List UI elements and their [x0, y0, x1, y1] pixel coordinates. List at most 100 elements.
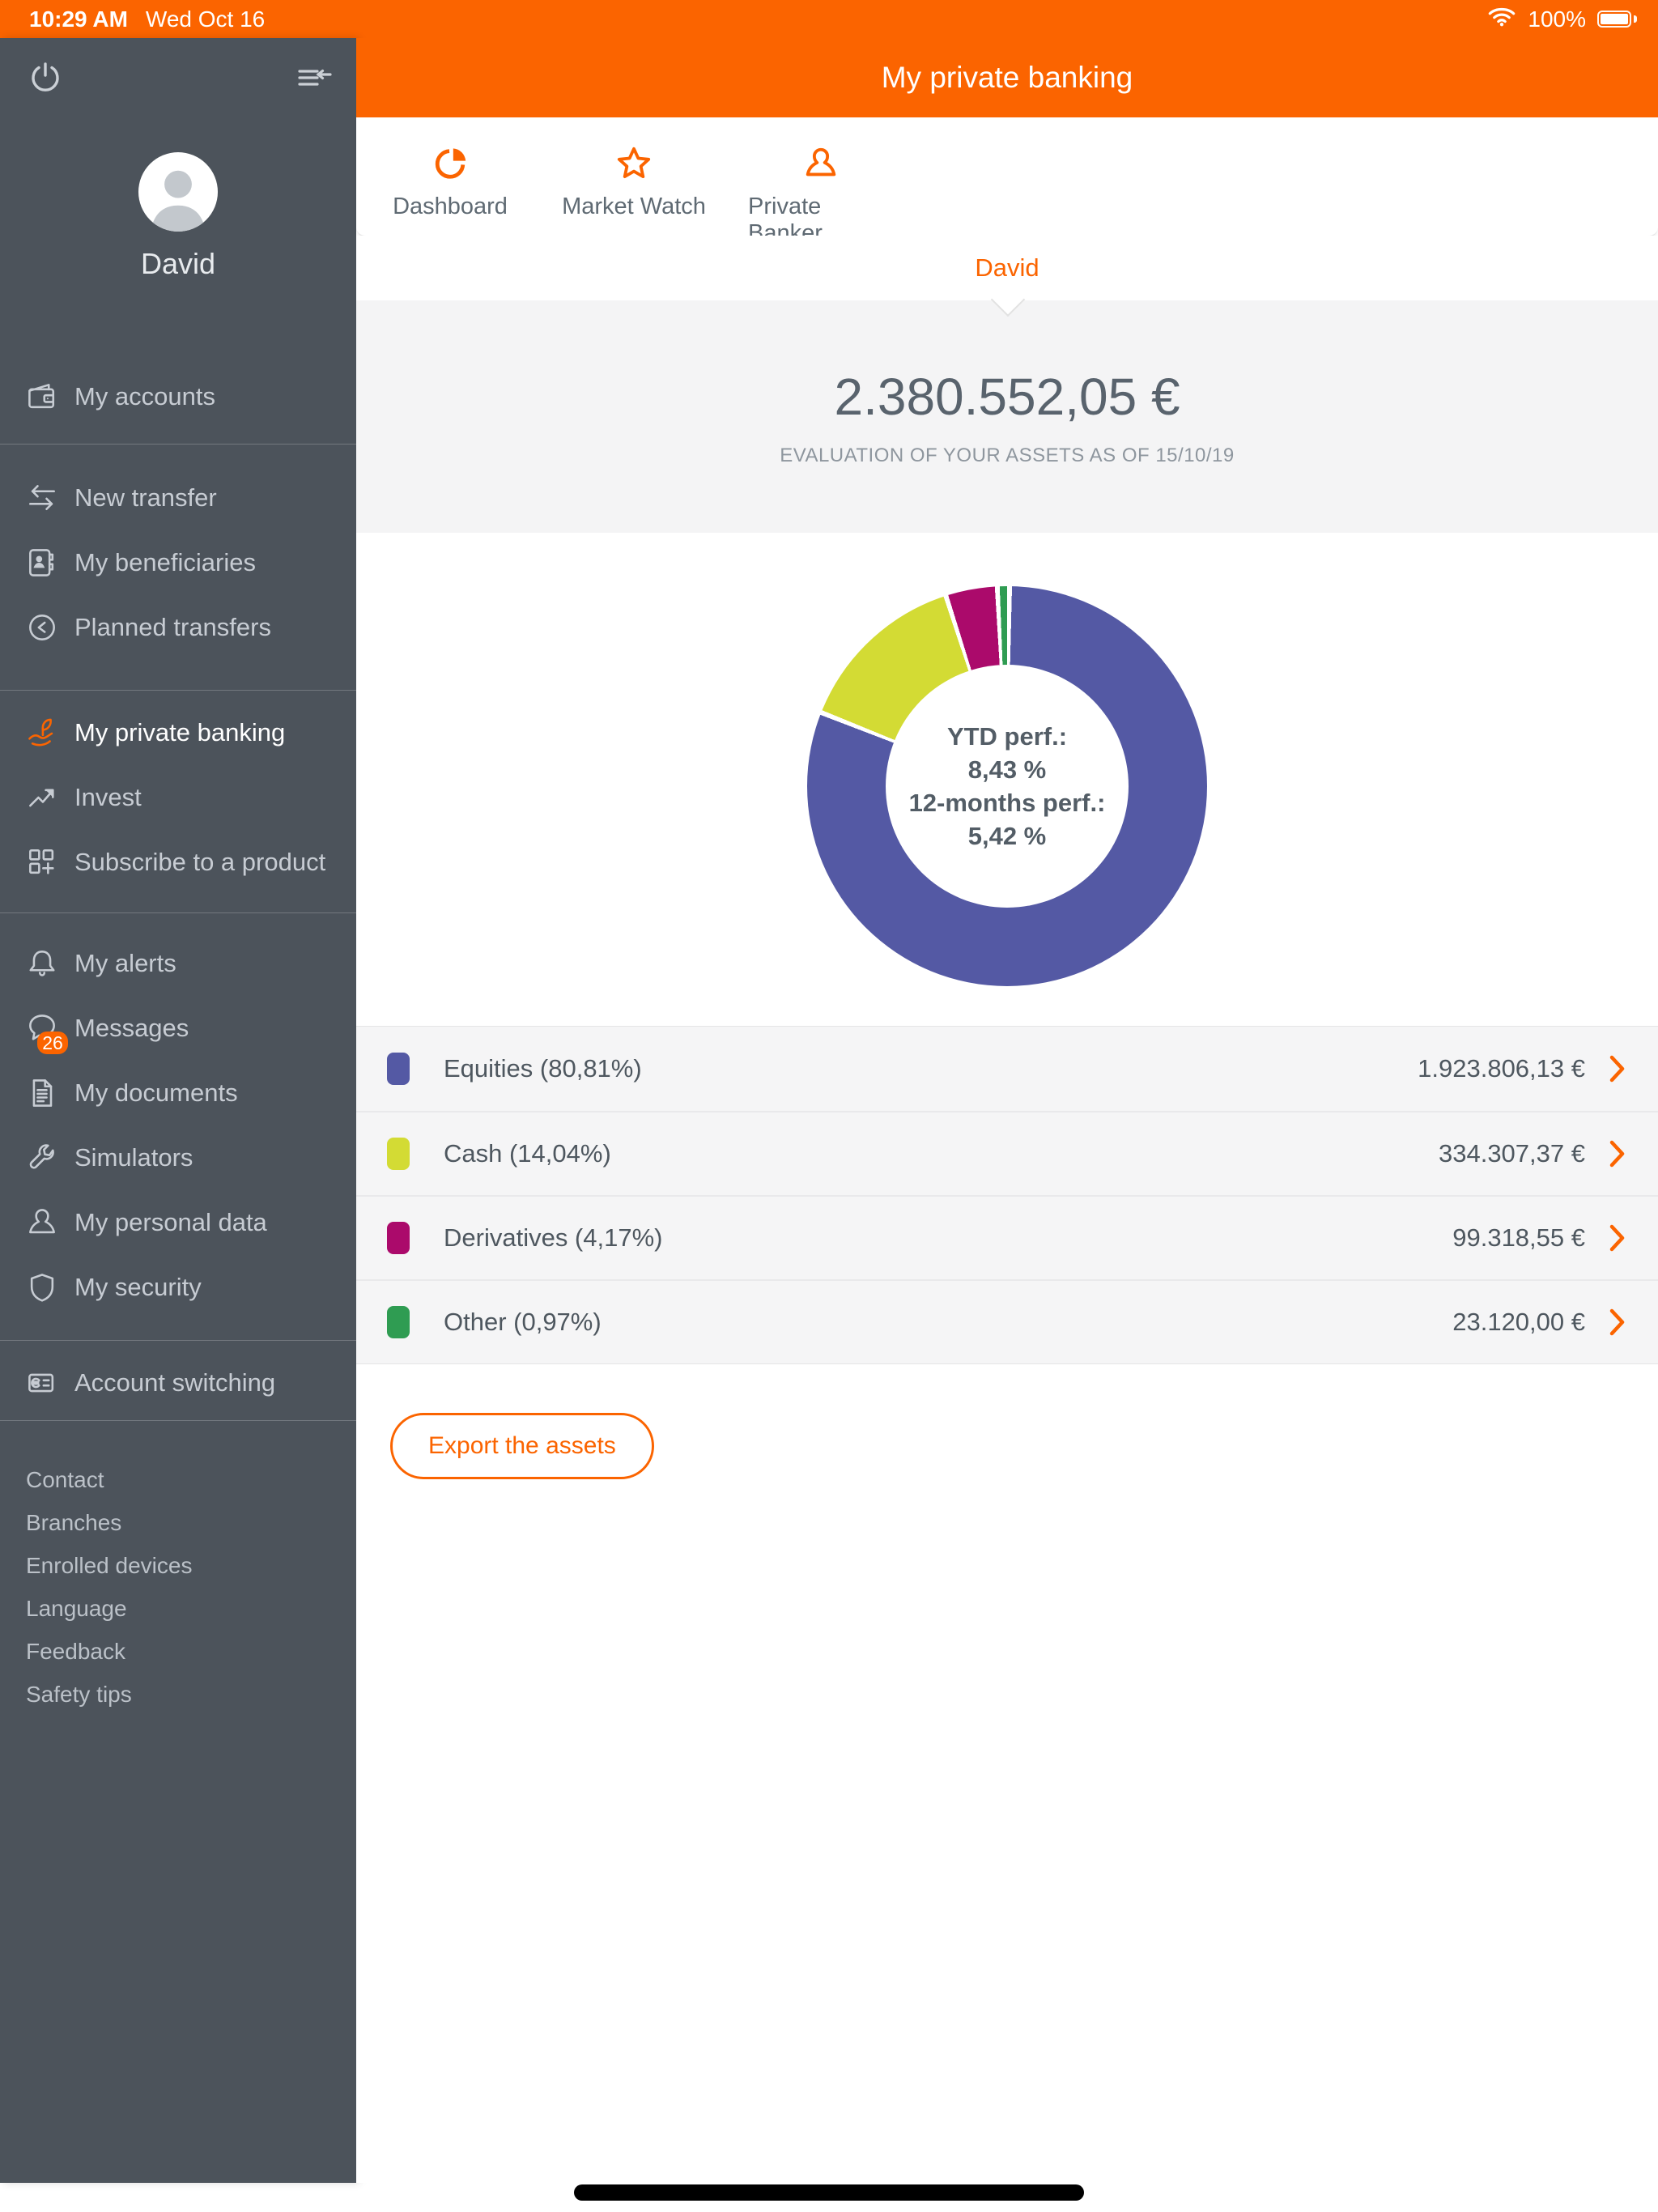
tab-label: Dashboard	[393, 194, 508, 219]
asset-label: Equities (80,81%)	[444, 1054, 642, 1083]
chevron-right-icon	[1609, 1140, 1626, 1168]
profile-tab-david[interactable]: David	[975, 253, 1039, 282]
battery-nub	[1634, 15, 1637, 23]
footer-link-contact[interactable]: Contact	[26, 1466, 104, 1492]
sidebar-item-subscribe-to-a-product[interactable]: Subscribe to a product	[0, 830, 356, 895]
status-time: 10:29 AM	[29, 6, 128, 32]
donut-chart[interactable]: YTD perf.: 8,43 % 12-months perf.: 5,42 …	[807, 586, 1207, 986]
asset-label: Other (0,97%)	[444, 1308, 602, 1336]
assets-summary-band: 2.380.552,05 € EVALUATION OF YOUR ASSETS…	[356, 300, 1658, 533]
footer-link-branches[interactable]: Branches	[26, 1509, 122, 1535]
asset-list: Equities (80,81%) 1.923.806,13 € Cash (1…	[356, 1026, 1658, 1364]
sidebar-item-planned-transfers[interactable]: Planned transfers	[0, 595, 356, 660]
chat-bubble-icon: 26	[24, 1010, 68, 1054]
tab-market-watch[interactable]: Market Watch	[561, 145, 707, 220]
chevron-right-icon	[1609, 1224, 1626, 1252]
sidebar-item-label: Planned transfers	[74, 613, 271, 641]
sidebar-item-label: New transfer	[74, 483, 217, 512]
sidebar-item-my-beneficiaries[interactable]: My beneficiaries	[0, 530, 356, 595]
status-date: Wed Oct 16	[145, 6, 266, 32]
shield-icon	[24, 1270, 60, 1305]
footer-link-language[interactable]: Language	[26, 1595, 127, 1621]
sidebar: David My accounts	[0, 38, 356, 2183]
cash-color-swatch	[387, 1138, 410, 1170]
tab-private-banker[interactable]: Private Banker	[748, 145, 894, 247]
sidebar-item-label: My documents	[74, 1078, 238, 1107]
transfer-arrows-icon	[24, 480, 60, 516]
footer-link-enrolled-devices[interactable]: Enrolled devices	[26, 1552, 193, 1578]
sidebar-item-my-documents[interactable]: My documents	[0, 1061, 356, 1125]
sidebar-item-label: My security	[74, 1273, 202, 1301]
app-header: My private banking	[356, 38, 1658, 117]
sidebar-item-my-personal-data[interactable]: My personal data	[0, 1190, 356, 1255]
chevron-right-icon	[1609, 1055, 1626, 1083]
asset-value: 23.120,00 €	[1452, 1308, 1585, 1336]
asset-row-cash[interactable]: Cash (14,04%) 334.307,37 €	[356, 1111, 1658, 1195]
sidebar-item-label: Simulators	[74, 1143, 193, 1172]
sprout-hand-icon	[24, 715, 60, 751]
home-indicator[interactable]	[574, 2184, 1084, 2201]
sidebar-item-my-security[interactable]: My security	[0, 1255, 356, 1320]
sidebar-item-label: My personal data	[74, 1208, 267, 1236]
tab-label: Market Watch	[562, 194, 706, 219]
sidebar-divider	[0, 912, 356, 913]
sidebar-divider	[0, 690, 356, 691]
asset-value: 1.923.806,13 €	[1418, 1054, 1585, 1083]
asset-row-other[interactable]: Other (0,97%) 23.120,00 €	[356, 1279, 1658, 1363]
sidebar-divider	[0, 1420, 356, 1421]
asset-value: 334.307,37 €	[1438, 1139, 1585, 1168]
page-title: My private banking	[881, 61, 1133, 94]
asset-label: Derivatives (4,17%)	[444, 1223, 663, 1252]
collapse-menu-icon[interactable]	[295, 62, 334, 101]
card-euro-icon	[24, 1365, 60, 1401]
total-assets-value: 2.380.552,05 €	[834, 367, 1180, 426]
bell-icon	[24, 946, 60, 981]
battery-icon	[1597, 11, 1631, 28]
allocation-chart-section: YTD perf.: 8,43 % 12-months perf.: 5,42 …	[356, 533, 1658, 1026]
wallet-icon	[24, 379, 60, 415]
tab-dashboard[interactable]: Dashboard	[377, 145, 523, 220]
sidebar-item-my-private-banking[interactable]: My private banking	[0, 700, 356, 765]
asset-row-equities[interactable]: Equities (80,81%) 1.923.806,13 €	[356, 1027, 1658, 1111]
sidebar-divider	[0, 1340, 356, 1341]
export-assets-button[interactable]: Export the assets	[390, 1413, 654, 1479]
sidebar-item-account-switching[interactable]: Account switching	[0, 1351, 356, 1415]
sidebar-item-invest[interactable]: Invest	[0, 765, 356, 830]
battery-percent: 100%	[1528, 6, 1586, 32]
address-book-icon	[24, 545, 60, 581]
sidebar-item-my-accounts[interactable]: My accounts	[0, 364, 356, 429]
pie-chart-icon	[432, 145, 469, 182]
total-assets-caption: EVALUATION OF YOUR ASSETS AS OF 15/10/19	[780, 444, 1235, 466]
sidebar-item-label: Messages	[74, 1014, 189, 1042]
ytd-perf-value: 8,43 %	[967, 755, 1047, 784]
sidebar-item-label: My accounts	[74, 382, 216, 410]
sidebar-item-new-transfer[interactable]: New transfer	[0, 466, 356, 530]
sidebar-item-label: My beneficiaries	[74, 548, 256, 576]
sidebar-item-my-alerts[interactable]: My alerts	[0, 931, 356, 996]
sidebar-user-name: David	[140, 247, 216, 280]
person-icon	[24, 1205, 60, 1240]
logout-power-icon[interactable]	[26, 59, 65, 98]
footer-link-feedback[interactable]: Feedback	[26, 1638, 125, 1664]
asset-value: 99.318,55 €	[1452, 1223, 1585, 1252]
clock-icon	[24, 610, 60, 645]
unread-badge: 26	[37, 1032, 68, 1054]
sidebar-footer-links: Contact Branches Enrolled devices Langua…	[0, 1458, 356, 1716]
tabs-bar: Dashboard Market Watch Private Banker	[356, 117, 1658, 246]
grid-plus-icon	[24, 844, 60, 880]
status-bar: 10:29 AM Wed Oct 16 100%	[0, 0, 1658, 38]
star-icon	[615, 145, 653, 182]
sidebar-item-simulators[interactable]: Simulators	[0, 1125, 356, 1190]
sidebar-item-messages[interactable]: 26 Messages	[0, 996, 356, 1061]
derivatives-color-swatch	[387, 1222, 410, 1254]
avatar[interactable]	[138, 152, 218, 232]
wifi-icon	[1487, 6, 1516, 32]
footer-link-safety-tips[interactable]: Safety tips	[26, 1681, 132, 1707]
sidebar-item-label: My alerts	[74, 949, 176, 977]
sidebar-item-label: Subscribe to a product	[74, 848, 326, 876]
sidebar-item-label: Invest	[74, 783, 142, 811]
equities-color-swatch	[387, 1053, 410, 1085]
12m-perf-label: 12-months perf.:	[908, 789, 1106, 817]
asset-row-derivatives[interactable]: Derivatives (4,17%) 99.318,55 €	[356, 1195, 1658, 1279]
